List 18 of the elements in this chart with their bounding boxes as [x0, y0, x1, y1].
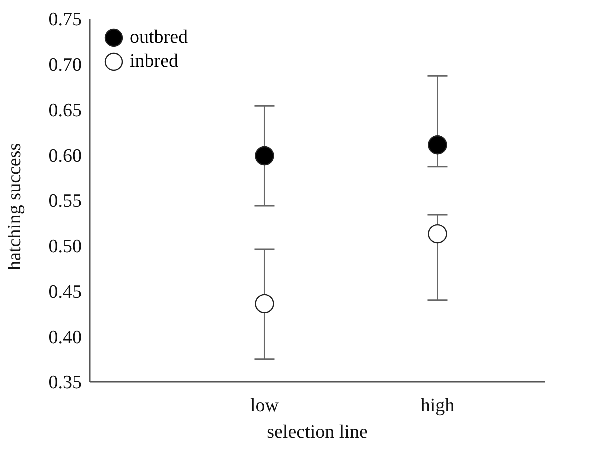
- x-tick-label: low: [250, 395, 280, 416]
- y-tick-label: 0.45: [48, 282, 82, 303]
- legend-label: inbred: [130, 50, 179, 74]
- y-tick-label: 0.50: [48, 236, 82, 258]
- y-tick-label: 0.70: [48, 55, 82, 76]
- y-tick-label: 0.60: [48, 146, 82, 167]
- point: [428, 224, 448, 244]
- y-tick-label: 0.75: [48, 10, 82, 31]
- point: [255, 294, 274, 314]
- y-tick-label: 0.40: [48, 327, 82, 348]
- x-tick-label: high: [420, 395, 456, 416]
- legend-label: outbred: [130, 26, 188, 50]
- point: [255, 146, 274, 166]
- y-tick-label: 0.65: [48, 100, 82, 122]
- point: [428, 136, 448, 155]
- y-tick-label: 0.55: [48, 191, 82, 212]
- x-axis-title: selection line: [267, 422, 368, 443]
- y-tick-label: 0.35: [48, 372, 82, 394]
